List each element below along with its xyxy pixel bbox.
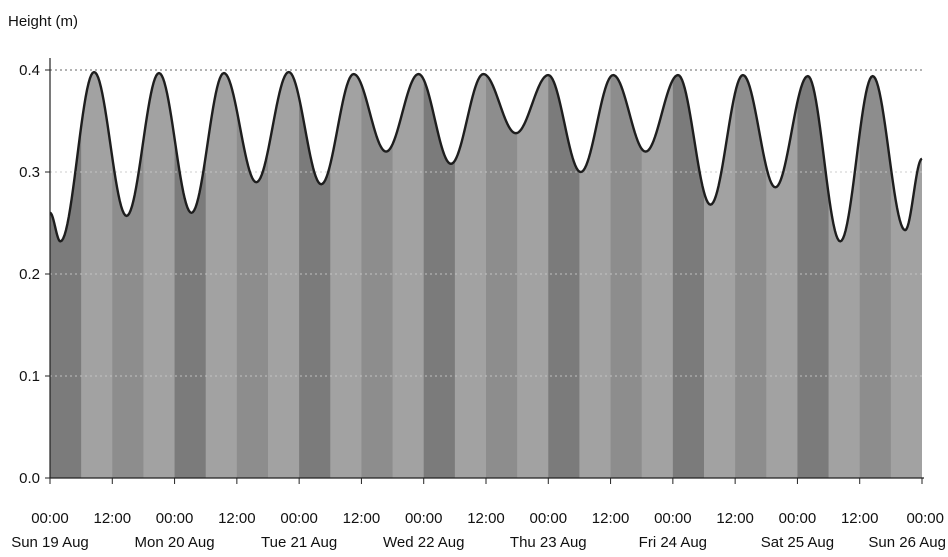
- shade-band: [735, 72, 767, 478]
- y-tick-label: 0.3: [19, 164, 40, 181]
- shade-band: [50, 72, 82, 478]
- x-tick-time-label: 12:00: [841, 510, 879, 527]
- x-tick-date-label: Sat 25 Aug: [761, 534, 834, 551]
- shade-band: [205, 72, 238, 478]
- shade-band: [672, 72, 705, 478]
- shade-band: [828, 72, 861, 478]
- x-tick-time-label: 00:00: [31, 510, 69, 527]
- x-tick-date-label: Sun 19 Aug: [11, 534, 89, 551]
- x-tick-date-label: Wed 22 Aug: [383, 534, 464, 551]
- shade-band: [486, 72, 518, 478]
- x-tick-time-label: 12:00: [94, 510, 132, 527]
- shade-band: [890, 72, 922, 478]
- axes: [49, 58, 924, 479]
- tide-height-line: [49, 70, 923, 243]
- x-tick-date-label: Fri 24 Aug: [639, 534, 707, 551]
- x-tick-date-label: Thu 23 Aug: [510, 534, 587, 551]
- shade-band: [797, 72, 830, 478]
- y-tick-label: 0.1: [19, 368, 40, 385]
- shade-band: [859, 72, 892, 478]
- x-tick-time-label: 00:00: [779, 510, 817, 527]
- x-tick-time-label: 12:00: [592, 510, 630, 527]
- y-tick-label: 0.2: [19, 266, 40, 283]
- shade-band: [423, 72, 456, 478]
- x-tick-time-label: 00:00: [156, 510, 194, 527]
- y-tick-label: 0.0: [19, 470, 40, 487]
- shade-band: [704, 72, 736, 478]
- x-tick-time-label: 00:00: [405, 510, 443, 527]
- x-tick-time-label: 00:00: [906, 510, 944, 527]
- x-tick-date-label: Sun 26 Aug: [868, 534, 946, 551]
- series-layer: [49, 70, 923, 243]
- shade-band: [330, 72, 362, 478]
- x-tick-time-label: 00:00: [654, 510, 692, 527]
- x-tick-time-label: 12:00: [343, 510, 381, 527]
- x-tick-time-label: 12:00: [716, 510, 754, 527]
- shade-band: [81, 72, 113, 478]
- shade-band: [610, 72, 643, 478]
- y-axis-ticks: 0.0 0.1 0.2 0.3 0.4: [19, 62, 50, 487]
- day-night-bands: [50, 72, 922, 478]
- shade-band: [517, 72, 549, 478]
- y-tick-label: 0.4: [19, 62, 40, 79]
- shade-band: [361, 72, 394, 478]
- x-tick-date-label: Tue 21 Aug: [261, 534, 337, 551]
- x-tick-time-label: 12:00: [467, 510, 505, 527]
- shade-band: [392, 72, 425, 478]
- gridlines: [50, 69, 922, 377]
- x-tick-time-label: 00:00: [280, 510, 318, 527]
- x-tick-time-label: 00:00: [530, 510, 568, 527]
- x-tick-date-label: Mon 20 Aug: [135, 534, 215, 551]
- shade-band: [174, 72, 207, 478]
- x-tick-time-label: 12:00: [218, 510, 256, 527]
- y-axis-label: Height (m): [8, 13, 78, 30]
- shade-band: [143, 72, 176, 478]
- shade-band: [454, 72, 487, 478]
- shade-band: [268, 72, 300, 478]
- shade-band: [236, 72, 269, 478]
- shade-band: [112, 72, 144, 478]
